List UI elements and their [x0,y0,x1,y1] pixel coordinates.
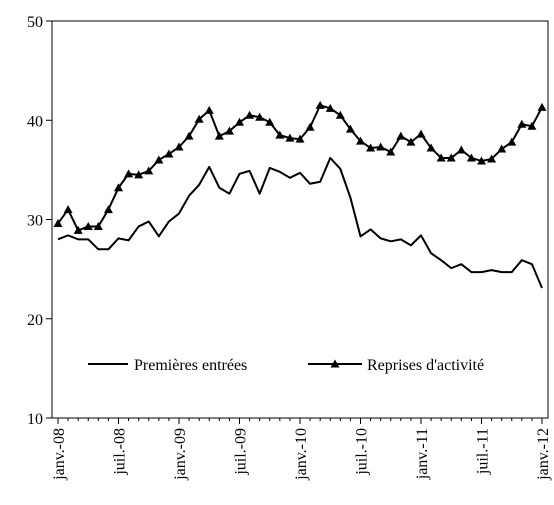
data-point-triangle [164,149,174,158]
data-point-triangle [517,119,527,128]
data-point-triangle [315,100,325,109]
data-point-triangle [376,142,386,151]
x-tick-label: janv.-09 [172,428,189,481]
data-point-triangle [325,103,335,112]
x-tick-label: janv.-11 [414,428,431,480]
data-point-triangle [184,131,194,140]
x-axis: janv.-08 juil.-08 janv.-09 juil.-09 janv.-10… [51,418,552,481]
x-tick-label: juil.-11 [475,428,492,475]
data-point-triangle [224,126,234,135]
data-point-triangle [356,136,365,145]
data-point-triangle [83,221,93,230]
data-point-triangle [194,114,204,123]
data-point-triangle [456,145,466,154]
legend-box [80,344,530,384]
data-point-triangle [436,153,446,162]
legend-marker-triangle-icon [330,359,340,368]
data-point-triangle [255,112,265,121]
data-point-triangle [144,166,154,175]
data-point-triangle [103,205,113,214]
data-point-triangle [396,131,406,140]
data-point-triangle [537,102,547,111]
x-tick-label: janv.-10 [293,428,310,481]
data-point-triangle [154,155,164,164]
y-axis: 10 20 30 40 50 [27,14,52,428]
data-point-triangle [345,124,355,133]
data-point-triangle [134,170,144,179]
data-point-triangle [426,143,436,152]
data-point-triangle [335,110,345,119]
data-point-triangle [406,137,416,146]
y-tick-label: 40 [27,113,43,130]
data-point-triangle [305,122,315,131]
y-tick-label: 20 [27,312,43,329]
y-tick-label: 30 [27,213,43,230]
y-tick-label: 50 [27,14,43,31]
data-point-triangle [73,225,83,234]
data-point-triangle [93,221,103,230]
data-point-triangle [416,129,426,138]
data-point-triangle [295,134,305,143]
series-line-0 [57,156,543,289]
data-point-triangle [446,153,456,162]
data-point-triangle [174,142,184,151]
data-point-triangle [487,154,497,163]
series-layer [53,100,547,289]
data-point-triangle [285,133,295,142]
data-point-triangle [235,117,244,126]
legend-label-reprises-activite: Reprises d'activité [367,357,484,374]
data-point-triangle [114,183,123,192]
data-point-triangle [497,144,507,153]
data-point-triangle [275,130,285,139]
x-tick-label: janv.-08 [51,428,68,481]
data-point-triangle [204,105,214,114]
data-point-triangle [214,131,224,140]
x-tick-label: juil.-08 [112,428,129,476]
data-point-triangle [245,110,255,119]
legend-label-premieres-entrees: Premières entrées [134,357,247,374]
x-tick-label: juil.-09 [233,428,250,476]
data-point-triangle [63,205,73,214]
x-tick-label: janv.-12 [535,428,552,481]
data-point-triangle [477,156,486,165]
data-point-triangle [386,147,396,156]
data-point-triangle [366,143,376,152]
x-tick-label: juil.-10 [354,428,371,476]
data-point-triangle [527,121,537,130]
data-point-triangle [124,169,134,178]
legend: Premières entrées Reprises d'activité [80,344,530,384]
data-point-triangle [53,218,63,227]
data-point-triangle [265,117,275,126]
data-point-triangle [507,137,517,146]
y-tick-label: 10 [27,411,43,428]
data-point-triangle [466,153,476,162]
